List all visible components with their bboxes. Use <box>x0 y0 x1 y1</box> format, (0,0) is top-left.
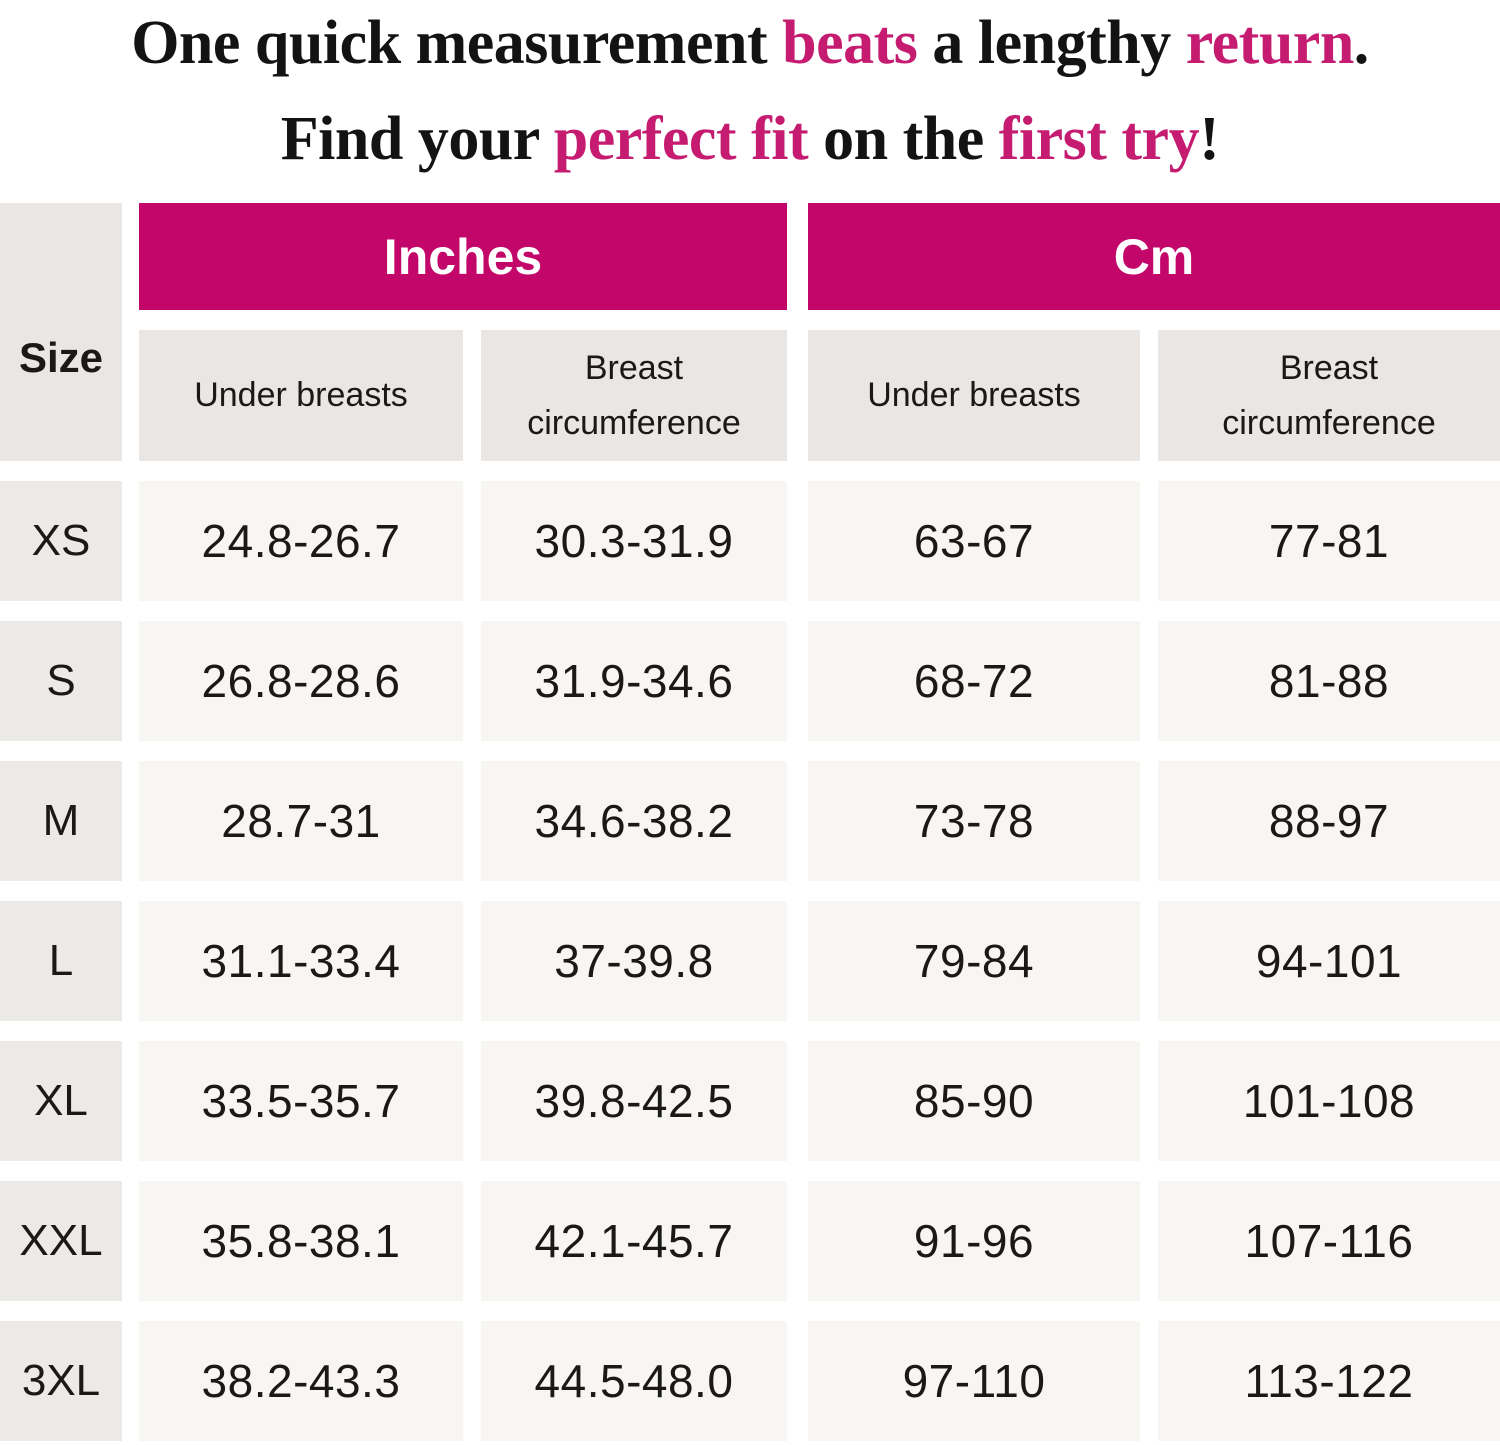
data-cell-under-breasts-cm: 73-78 <box>808 761 1140 881</box>
table-row: S 26.8-28.6 31.9-34.6 68-72 81-88 <box>0 621 1500 741</box>
size-cell: 3XL <box>0 1321 122 1441</box>
data-cell-under-breasts-cm: 97-110 <box>808 1321 1140 1441</box>
size-cell: XXL <box>0 1181 122 1301</box>
column-header-label: Under breasts <box>867 376 1081 415</box>
data-cell-breast-circumference-cm: 88-97 <box>1158 761 1500 881</box>
size-cell: S <box>0 621 122 741</box>
headline-text: ! <box>1199 105 1220 173</box>
headline-text: . <box>1353 9 1370 77</box>
table-row: 3XL 38.2-43.3 44.5-48.0 97-110 113-122 <box>0 1321 1500 1441</box>
table-row: XS 24.8-26.7 30.3-31.9 63-67 77-81 <box>0 481 1500 601</box>
column-header-label: Breast circumference <box>527 349 741 442</box>
size-cell: M <box>0 761 122 881</box>
unit-header-cm: Cm <box>808 203 1500 310</box>
table-row: XL 33.5-35.7 39.8-42.5 85-90 101-108 <box>0 1041 1500 1161</box>
data-cell-breast-circumference-inches: 44.5-48.0 <box>481 1321 787 1441</box>
column-header-label: Under breasts <box>194 376 408 415</box>
size-column-header: Size <box>0 203 122 461</box>
size-cell: XS <box>0 481 122 601</box>
data-cell-under-breasts-inches: 38.2-43.3 <box>139 1321 463 1441</box>
data-cell-under-breasts-inches: 24.8-26.7 <box>139 481 463 601</box>
headline: One quick measurement beats a lengthy re… <box>0 0 1500 176</box>
data-cell-under-breasts-cm: 85-90 <box>808 1041 1140 1161</box>
headline-accent: perfect fit <box>553 105 809 173</box>
column-header-breast-circumference-inches: Breast circumference <box>481 330 787 461</box>
headline-text: a lengthy <box>917 9 1186 77</box>
data-cell-breast-circumference-inches: 34.6-38.2 <box>481 761 787 881</box>
data-cell-under-breasts-inches: 26.8-28.6 <box>139 621 463 741</box>
size-chart-header: Size Inches Cm Under breasts Breast circ… <box>0 203 1500 461</box>
column-header-under-breasts-cm: Under breasts <box>808 330 1140 461</box>
headline-line-2: Find your perfect fit on the first try! <box>0 102 1500 176</box>
data-cell-breast-circumference-cm: 77-81 <box>1158 481 1500 601</box>
data-cell-under-breasts-inches: 28.7-31 <box>139 761 463 881</box>
headline-text: on the <box>808 105 999 173</box>
data-cell-breast-circumference-inches: 37-39.8 <box>481 901 787 1021</box>
column-header-label: Breast circumference <box>1222 349 1436 442</box>
column-header-breast-circumference-cm: Breast circumference <box>1158 330 1500 461</box>
data-cell-breast-circumference-inches: 30.3-31.9 <box>481 481 787 601</box>
data-cell-under-breasts-inches: 31.1-33.4 <box>139 901 463 1021</box>
headline-accent: beats <box>782 9 918 77</box>
data-cell-breast-circumference-cm: 94-101 <box>1158 901 1500 1021</box>
data-cell-breast-circumference-cm: 113-122 <box>1158 1321 1500 1441</box>
data-cell-under-breasts-inches: 33.5-35.7 <box>139 1041 463 1161</box>
size-cell: XL <box>0 1041 122 1161</box>
data-cell-under-breasts-cm: 68-72 <box>808 621 1140 741</box>
size-cell: L <box>0 901 122 1021</box>
headline-text: One quick measurement <box>131 9 783 77</box>
data-cell-under-breasts-cm: 63-67 <box>808 481 1140 601</box>
headline-text: Find your <box>280 105 554 173</box>
data-cell-under-breasts-cm: 79-84 <box>808 901 1140 1021</box>
headline-accent: first try <box>998 105 1200 173</box>
table-row: M 28.7-31 34.6-38.2 73-78 88-97 <box>0 761 1500 881</box>
data-cell-under-breasts-inches: 35.8-38.1 <box>139 1181 463 1301</box>
data-cell-breast-circumference-cm: 101-108 <box>1158 1041 1500 1161</box>
data-cell-under-breasts-cm: 91-96 <box>808 1181 1140 1301</box>
data-cell-breast-circumference-cm: 107-116 <box>1158 1181 1500 1301</box>
data-cell-breast-circumference-inches: 39.8-42.5 <box>481 1041 787 1161</box>
unit-header-inches: Inches <box>139 203 787 310</box>
data-cell-breast-circumference-cm: 81-88 <box>1158 621 1500 741</box>
table-row: XXL 35.8-38.1 42.1-45.7 91-96 107-116 <box>0 1181 1500 1301</box>
column-header-under-breasts-inches: Under breasts <box>139 330 463 461</box>
headline-accent: return <box>1185 9 1355 77</box>
data-cell-breast-circumference-inches: 31.9-34.6 <box>481 621 787 741</box>
data-cell-breast-circumference-inches: 42.1-45.7 <box>481 1181 787 1301</box>
headline-line-1: One quick measurement beats a lengthy re… <box>0 6 1500 80</box>
table-row: L 31.1-33.4 37-39.8 79-84 94-101 <box>0 901 1500 1021</box>
